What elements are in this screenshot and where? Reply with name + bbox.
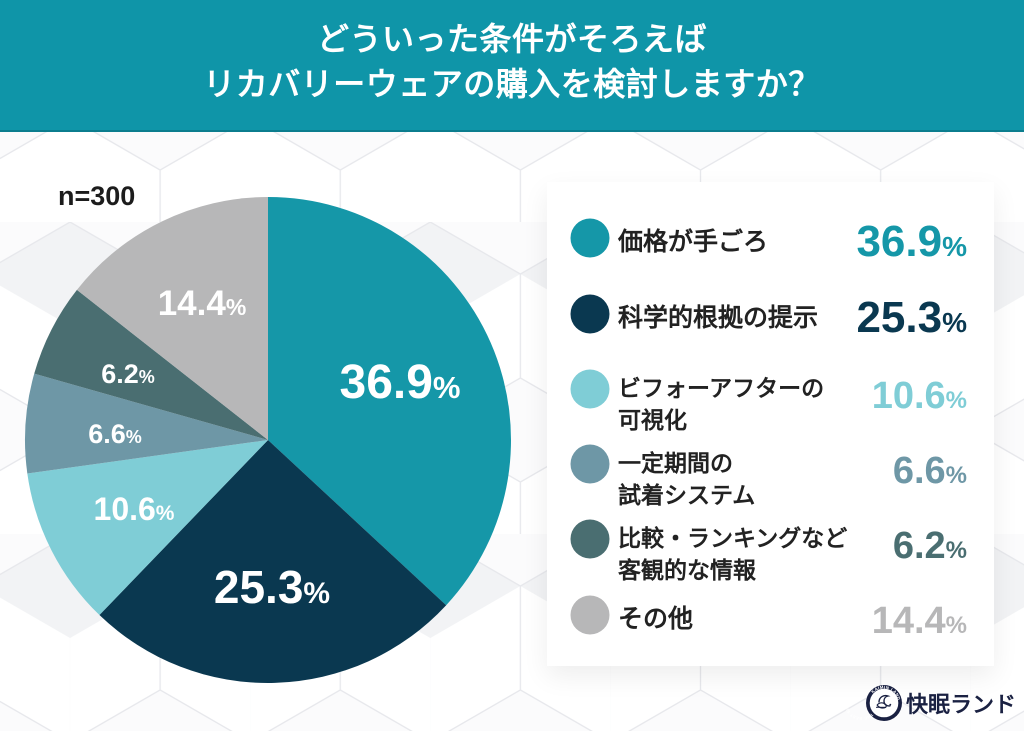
svg-text:快眠ランド: 快眠ランド bbox=[906, 692, 1016, 717]
